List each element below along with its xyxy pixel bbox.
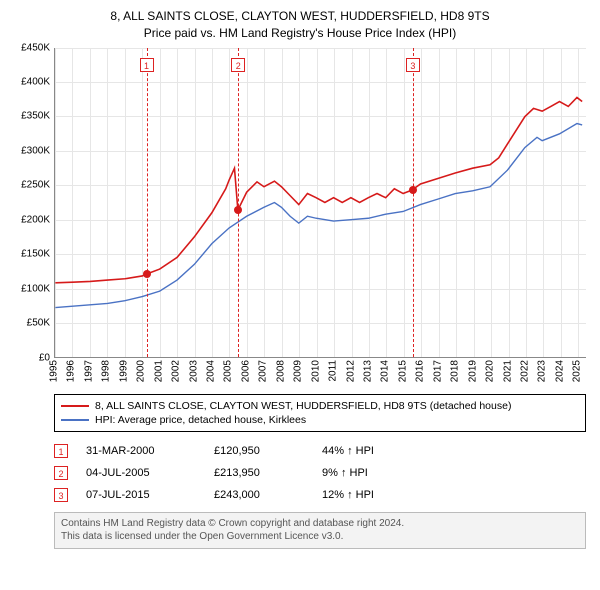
- sale-row-delta: 9% ↑ HPI: [322, 467, 432, 479]
- y-axis-labels: £0£50K£100K£150K£200K£250K£300K£350K£400…: [10, 48, 54, 358]
- x-tick-label: 2019: [467, 360, 478, 382]
- sale-dot: [143, 270, 151, 278]
- chart-container: 8, ALL SAINTS CLOSE, CLAYTON WEST, HUDDE…: [0, 0, 600, 559]
- x-tick-label: 2024: [554, 360, 565, 382]
- x-tick-label: 2001: [153, 360, 164, 382]
- x-tick-label: 2005: [223, 360, 234, 382]
- legend-swatch-property: [61, 405, 89, 407]
- x-axis-labels: 1995199619971998199920002001200220032004…: [54, 360, 586, 388]
- y-tick-label: £250K: [21, 180, 50, 191]
- x-tick-label: 2014: [380, 360, 391, 382]
- legend-box: 8, ALL SAINTS CLOSE, CLAYTON WEST, HUDDE…: [54, 394, 586, 432]
- x-tick-label: 2006: [240, 360, 251, 382]
- sale-marker-box: 2: [231, 58, 245, 72]
- sale-marker-line: [238, 48, 239, 357]
- y-tick-label: £450K: [21, 42, 50, 53]
- line-svg: [55, 48, 586, 357]
- sale-row-date: 31-MAR-2000: [86, 445, 196, 457]
- sale-row-delta: 44% ↑ HPI: [322, 445, 432, 457]
- y-tick-label: £300K: [21, 145, 50, 156]
- x-tick-label: 2020: [485, 360, 496, 382]
- x-tick-label: 2011: [328, 360, 339, 382]
- legend-label-hpi: HPI: Average price, detached house, Kirk…: [95, 414, 306, 426]
- footer-line1: Contains HM Land Registry data © Crown c…: [61, 517, 579, 531]
- x-tick-label: 2004: [205, 360, 216, 382]
- x-tick-label: 1999: [118, 360, 129, 382]
- x-tick-label: 2016: [415, 360, 426, 382]
- sale-row-delta: 12% ↑ HPI: [322, 489, 432, 501]
- x-tick-label: 1996: [66, 360, 77, 382]
- sale-marker-box: 3: [406, 58, 420, 72]
- sale-marker-line: [147, 48, 148, 357]
- legend-swatch-hpi: [61, 419, 89, 421]
- y-tick-label: £100K: [21, 283, 50, 294]
- x-tick-label: 2012: [345, 360, 356, 382]
- x-tick-label: 2002: [171, 360, 182, 382]
- title-subtitle: Price paid vs. HM Land Registry's House …: [10, 25, 590, 42]
- x-tick-label: 1997: [83, 360, 94, 382]
- y-tick-label: £350K: [21, 111, 50, 122]
- chart-area: £0£50K£100K£150K£200K£250K£300K£350K£400…: [10, 48, 590, 388]
- sale-row-date: 07-JUL-2015: [86, 489, 196, 501]
- sale-row-price: £243,000: [214, 489, 304, 501]
- footer-line2: This data is licensed under the Open Gov…: [61, 530, 579, 544]
- x-tick-label: 2008: [275, 360, 286, 382]
- sale-dot: [234, 206, 242, 214]
- line-property: [55, 97, 582, 282]
- x-tick-label: 2022: [519, 360, 530, 382]
- x-tick-label: 1995: [49, 360, 60, 382]
- y-tick-label: £50K: [27, 318, 50, 329]
- sale-row-marker: 1: [54, 444, 68, 458]
- plot-area: 1 2 3: [54, 48, 586, 358]
- x-tick-label: 2018: [450, 360, 461, 382]
- x-tick-label: 1998: [101, 360, 112, 382]
- sale-marker-line: [413, 48, 414, 357]
- sale-row: 3 07-JUL-2015 £243,000 12% ↑ HPI: [54, 484, 586, 506]
- footer-attribution: Contains HM Land Registry data © Crown c…: [54, 512, 586, 549]
- x-tick-label: 2015: [397, 360, 408, 382]
- x-tick-label: 2025: [572, 360, 583, 382]
- sale-marker-box: 1: [140, 58, 154, 72]
- sale-row-price: £213,950: [214, 467, 304, 479]
- x-tick-label: 2021: [502, 360, 513, 382]
- sale-row: 2 04-JUL-2005 £213,950 9% ↑ HPI: [54, 462, 586, 484]
- sale-row-marker: 2: [54, 466, 68, 480]
- x-tick-label: 2009: [293, 360, 304, 382]
- x-tick-label: 2023: [537, 360, 548, 382]
- title-address: 8, ALL SAINTS CLOSE, CLAYTON WEST, HUDDE…: [10, 8, 590, 25]
- y-tick-label: £150K: [21, 249, 50, 260]
- x-tick-label: 2007: [258, 360, 269, 382]
- sales-table: 1 31-MAR-2000 £120,950 44% ↑ HPI 2 04-JUL-200…: [54, 440, 586, 506]
- legend-label-property: 8, ALL SAINTS CLOSE, CLAYTON WEST, HUDDE…: [95, 400, 511, 412]
- x-tick-label: 2000: [136, 360, 147, 382]
- title-block: 8, ALL SAINTS CLOSE, CLAYTON WEST, HUDDE…: [10, 8, 590, 42]
- x-tick-label: 2010: [310, 360, 321, 382]
- sale-row-marker: 3: [54, 488, 68, 502]
- x-tick-label: 2003: [188, 360, 199, 382]
- sale-row-date: 04-JUL-2005: [86, 467, 196, 479]
- x-tick-label: 2013: [362, 360, 373, 382]
- y-tick-label: £400K: [21, 77, 50, 88]
- sale-row: 1 31-MAR-2000 £120,950 44% ↑ HPI: [54, 440, 586, 462]
- legend-row-property: 8, ALL SAINTS CLOSE, CLAYTON WEST, HUDDE…: [61, 399, 579, 413]
- legend-row-hpi: HPI: Average price, detached house, Kirk…: [61, 413, 579, 427]
- y-tick-label: £200K: [21, 214, 50, 225]
- x-tick-label: 2017: [432, 360, 443, 382]
- sale-row-price: £120,950: [214, 445, 304, 457]
- sale-dot: [409, 186, 417, 194]
